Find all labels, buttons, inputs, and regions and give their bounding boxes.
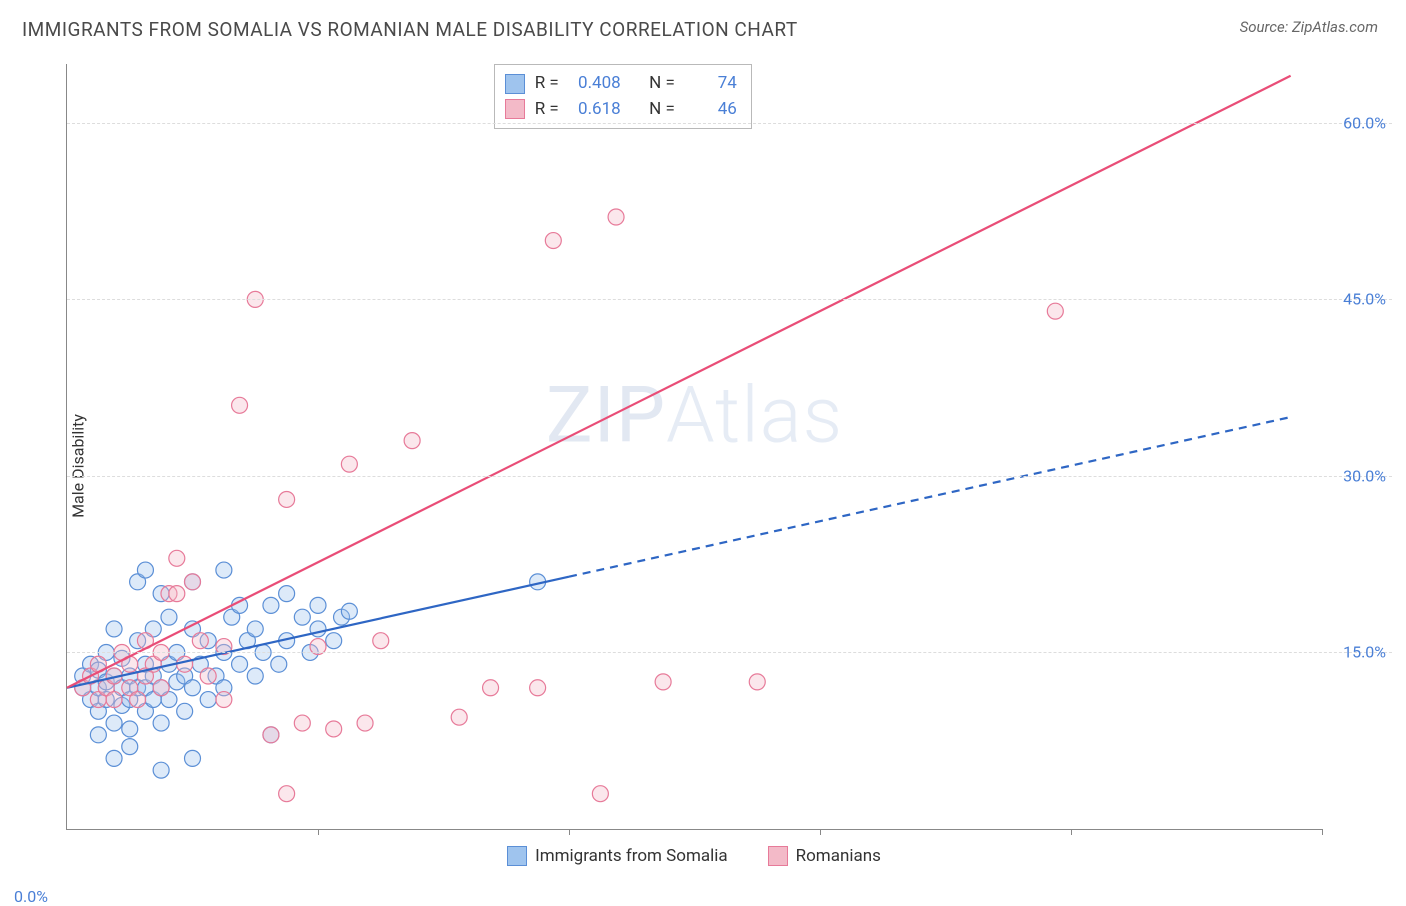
scatter-point-somalia	[153, 762, 169, 778]
scatter-point-somalia	[200, 692, 216, 708]
n-value-romanians: 46	[685, 97, 737, 123]
scatter-point-somalia	[271, 656, 287, 672]
scatter-point-somalia	[232, 656, 248, 672]
scatter-point-somalia	[122, 739, 138, 755]
legend: Immigrants from Somalia Romanians	[66, 846, 1322, 866]
gridline-h	[67, 123, 1392, 124]
scatter-point-romanians	[106, 692, 122, 708]
legend-label-somalia: Immigrants from Somalia	[535, 846, 728, 866]
stats-row-romanians: R = 0.618 N = 46	[505, 97, 737, 123]
scatter-point-somalia	[90, 727, 106, 743]
scatter-point-romanians	[153, 680, 169, 696]
legend-swatch-romanians	[768, 846, 788, 866]
r-value-romanians: 0.618	[569, 97, 621, 123]
legend-label-romanians: Romanians	[796, 846, 881, 866]
scatter-point-somalia	[106, 715, 122, 731]
legend-item-romanians: Romanians	[768, 846, 881, 866]
x-axis-tick-min: 0.0%	[14, 887, 48, 906]
scatter-point-romanians	[655, 674, 671, 690]
n-label: N =	[649, 97, 675, 123]
scatter-point-romanians	[404, 433, 420, 449]
scatter-point-romanians	[451, 709, 467, 725]
x-axis-tick	[1071, 829, 1072, 835]
swatch-somalia	[505, 74, 525, 94]
scatter-point-romanians	[216, 692, 232, 708]
chart-container: Male Disability ZIPAtlas R =0.408 N =74R…	[22, 54, 1392, 878]
x-axis-tick	[820, 829, 821, 835]
scatter-point-romanians	[130, 692, 146, 708]
legend-item-somalia: Immigrants from Somalia	[507, 846, 728, 866]
scatter-point-romanians	[185, 574, 201, 590]
scatter-svg	[67, 64, 1322, 829]
n-label: N =	[649, 71, 675, 97]
scatter-point-romanians	[592, 786, 608, 802]
y-axis-tick-label: 30.0%	[1343, 466, 1386, 485]
legend-swatch-somalia	[507, 846, 527, 866]
scatter-point-romanians	[341, 456, 357, 472]
r-label: R =	[535, 97, 559, 123]
scatter-point-somalia	[106, 621, 122, 637]
scatter-point-romanians	[279, 786, 295, 802]
scatter-point-romanians	[749, 674, 765, 690]
scatter-point-somalia	[137, 562, 153, 578]
scatter-point-romanians	[608, 209, 624, 225]
gridline-h	[67, 299, 1392, 300]
scatter-point-romanians	[1047, 303, 1063, 319]
scatter-point-somalia	[263, 597, 279, 613]
scatter-point-somalia	[153, 715, 169, 731]
scatter-point-somalia	[247, 668, 263, 684]
scatter-point-romanians	[530, 680, 546, 696]
scatter-point-romanians	[357, 715, 373, 731]
gridline-h	[67, 476, 1392, 477]
trendline-somalia	[67, 577, 569, 688]
x-axis-tick	[318, 829, 319, 835]
scatter-point-romanians	[169, 586, 185, 602]
r-value-somalia: 0.408	[569, 71, 621, 97]
x-axis-tick	[1322, 829, 1323, 835]
trendline-ext-somalia	[569, 417, 1291, 577]
scatter-point-romanians	[177, 656, 193, 672]
scatter-point-romanians	[263, 727, 279, 743]
x-axis-tick	[569, 829, 570, 835]
scatter-point-romanians	[192, 633, 208, 649]
scatter-point-romanians	[294, 715, 310, 731]
r-label: R =	[535, 71, 559, 97]
scatter-point-somalia	[247, 621, 263, 637]
scatter-point-romanians	[232, 397, 248, 413]
scatter-point-somalia	[106, 750, 122, 766]
scatter-point-romanians	[545, 233, 561, 249]
scatter-point-somalia	[185, 750, 201, 766]
scatter-point-somalia	[294, 609, 310, 625]
scatter-point-romanians	[373, 633, 389, 649]
y-axis-tick-label: 60.0%	[1343, 113, 1386, 132]
scatter-point-somalia	[216, 562, 232, 578]
chart-title: IMMIGRANTS FROM SOMALIA VS ROMANIAN MALE…	[22, 18, 798, 41]
scatter-point-romanians	[483, 680, 499, 696]
gridline-h	[67, 652, 1392, 653]
plot-area: ZIPAtlas R =0.408 N =74R =0.618 N =46 15…	[66, 64, 1322, 830]
stats-row-somalia: R = 0.408 N = 74	[505, 71, 737, 97]
trendline-romanians	[67, 76, 1291, 688]
scatter-point-somalia	[310, 597, 326, 613]
scatter-point-romanians	[326, 721, 342, 737]
scatter-point-somalia	[185, 680, 201, 696]
source-attribution: Source: ZipAtlas.com	[1240, 18, 1378, 36]
correlation-stats-box: R = 0.408 N = 74 R = 0.618 N = 46	[494, 64, 752, 129]
scatter-point-somalia	[279, 586, 295, 602]
y-axis-tick-label: 45.0%	[1343, 290, 1386, 309]
y-axis-tick-label: 15.0%	[1343, 643, 1386, 662]
swatch-romanians	[505, 99, 525, 119]
scatter-point-somalia	[122, 721, 138, 737]
scatter-point-romanians	[279, 491, 295, 507]
scatter-point-romanians	[169, 550, 185, 566]
scatter-point-somalia	[161, 609, 177, 625]
scatter-point-somalia	[177, 703, 193, 719]
n-value-somalia: 74	[685, 71, 737, 97]
scatter-point-romanians	[200, 668, 216, 684]
scatter-point-somalia	[326, 633, 342, 649]
scatter-point-somalia	[341, 603, 357, 619]
